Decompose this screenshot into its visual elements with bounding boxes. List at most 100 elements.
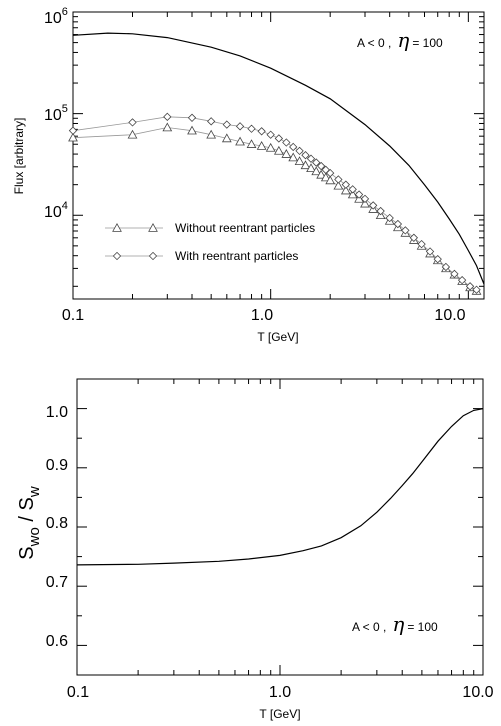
data-point-with-reentrant — [247, 124, 256, 133]
data-point-without-reentrant — [256, 141, 267, 150]
data-point-with-reentrant — [401, 226, 410, 235]
data-point-without-reentrant — [320, 172, 331, 182]
legend-label-with-reentrant: With reentrant particles — [175, 249, 298, 263]
data-point-with-reentrant — [316, 161, 326, 171]
data-point-with-reentrant — [266, 130, 275, 139]
legend-marker-with-reentrant — [112, 251, 122, 261]
bottom-x-tick-label-1.0: 1.0 — [269, 684, 291, 701]
data-point-with-reentrant — [274, 134, 284, 143]
data-point-with-reentrant — [348, 185, 357, 194]
data-point-with-reentrant — [457, 275, 467, 285]
data-point-without-reentrant — [325, 175, 336, 185]
data-point-without-reentrant — [311, 166, 322, 176]
bottom-y-tick-label-0.7: 0.7 — [46, 574, 68, 591]
data-point-with-reentrant — [450, 269, 459, 279]
legend-marker-without-reentrant — [148, 222, 158, 232]
data-point-with-reentrant — [295, 146, 304, 156]
data-point-with-reentrant — [369, 201, 378, 210]
legend-sample-without-reentrant — [105, 222, 163, 232]
series-line-with-reentrant — [72, 116, 477, 291]
data-point-with-reentrant — [393, 219, 403, 229]
data-point-with-reentrant — [326, 168, 335, 178]
top-x-tick-label-1.0: 1.0 — [251, 307, 273, 324]
data-point-with-reentrant — [68, 126, 78, 135]
data-point-without-reentrant — [68, 132, 78, 142]
data-point-with-reentrant — [282, 138, 291, 147]
data-point-without-reentrant — [127, 129, 138, 139]
data-point-with-reentrant — [235, 122, 245, 131]
data-point-with-reentrant — [306, 154, 316, 163]
bottom-x-tick-label-0.1: 0.1 — [67, 684, 89, 701]
data-point-with-reentrant — [354, 190, 364, 199]
data-point-with-reentrant — [360, 194, 370, 204]
data-point-with-reentrant — [289, 142, 298, 152]
series-line-without-reentrant — [72, 127, 477, 292]
bottom-y-tick-label-0.6: 0.6 — [46, 633, 68, 650]
data-point-with-reentrant — [376, 206, 385, 216]
data-point-with-reentrant — [334, 175, 343, 184]
data-point-without-reentrant — [246, 139, 257, 148]
bottom-panel: 0.6 0.7 0.8 0.9 1.0 0.1 1.0 10.0 T [GeV]… — [16, 378, 494, 721]
top-y-tick-label-1e5: 105 — [44, 103, 68, 124]
data-point-without-reentrant — [235, 136, 245, 146]
data-point-without-reentrant — [360, 198, 370, 208]
ratio-curve — [76, 408, 484, 566]
top-theory-curve — [72, 32, 485, 285]
top-series — [68, 32, 485, 295]
data-point-with-reentrant — [312, 158, 321, 167]
data-point-with-reentrant — [163, 112, 172, 122]
bottom-y-tick-label-0.8: 0.8 — [46, 515, 68, 532]
legend-marker-without-reentrant — [112, 222, 122, 232]
data-point-without-reentrant — [316, 169, 327, 179]
legend-marker-with-reentrant — [148, 251, 158, 261]
data-point-with-reentrant — [187, 113, 197, 122]
data-point-with-reentrant — [301, 151, 310, 160]
data-point-without-reentrant — [281, 149, 292, 158]
top-ticks — [72, 11, 484, 299]
bottom-x-axis-label: T [GeV] — [259, 707, 300, 721]
legend-label-without-reentrant: Without reentrant particles — [175, 221, 315, 235]
data-point-without-reentrant — [206, 129, 217, 139]
top-annotation: A < 0 , η = 100 — [357, 28, 443, 52]
top-x-tick-label-0.1: 0.1 — [62, 307, 84, 324]
data-point-with-reentrant — [257, 127, 266, 136]
data-point-with-reentrant — [341, 180, 350, 189]
top-y-tick-label-1e6: 106 — [44, 6, 68, 27]
bottom-y-axis-label: Swo / Sw — [16, 486, 43, 560]
data-point-without-reentrant — [340, 185, 351, 195]
data-point-without-reentrant — [300, 160, 311, 170]
top-x-tick-label-10.0: 10.0 — [434, 307, 465, 324]
bottom-x-tick-label-10.0: 10.0 — [462, 684, 493, 701]
data-point-without-reentrant — [162, 122, 173, 132]
bottom-y-tick-label-1.0: 1.0 — [46, 404, 68, 421]
data-point-without-reentrant — [265, 142, 276, 152]
bottom-y-tick-label-0.9: 0.9 — [46, 457, 68, 474]
data-point-with-reentrant — [409, 233, 419, 242]
data-point-without-reentrant — [187, 125, 197, 135]
data-point-without-reentrant — [333, 180, 344, 190]
data-point-with-reentrant — [128, 118, 137, 127]
data-point-with-reentrant — [433, 254, 442, 264]
top-legend: Without reentrant particles With reentra… — [105, 221, 315, 263]
bottom-annotation: A < 0 , η = 100 — [352, 612, 438, 636]
data-point-without-reentrant — [306, 163, 316, 173]
data-point-with-reentrant — [441, 262, 451, 272]
data-point-with-reentrant — [222, 120, 231, 129]
data-point-with-reentrant — [207, 117, 216, 126]
top-panel: 104 105 106 0.1 1.0 10.0 T [GeV] Flux [a… — [12, 6, 485, 344]
legend-sample-with-reentrant — [105, 251, 163, 261]
data-point-with-reentrant — [472, 285, 481, 294]
data-point-without-reentrant — [273, 145, 284, 155]
data-point-without-reentrant — [288, 152, 299, 162]
data-point-with-reentrant — [385, 213, 394, 223]
data-point-with-reentrant — [425, 247, 435, 256]
data-point-with-reentrant — [465, 282, 475, 291]
top-y-axis-label: Flux [arbitrary] — [12, 118, 26, 195]
top-x-axis-label: T [GeV] — [257, 330, 298, 344]
bottom-series — [76, 408, 484, 566]
top-plot-frame — [72, 11, 485, 300]
data-point-with-reentrant — [417, 239, 426, 249]
data-point-without-reentrant — [347, 189, 358, 199]
bottom-ticks — [76, 378, 484, 676]
